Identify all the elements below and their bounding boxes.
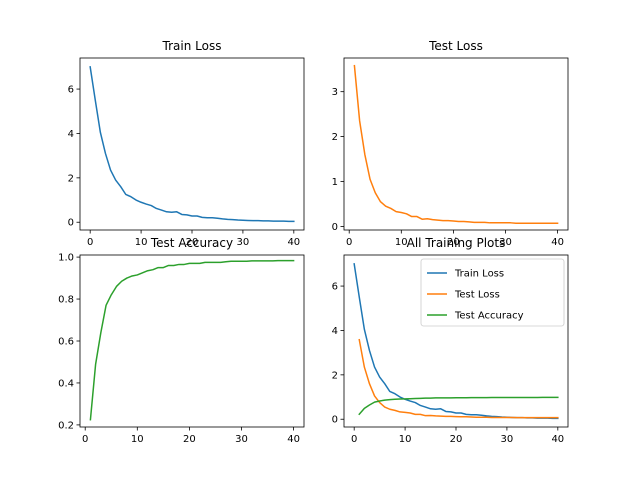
x-tick-label: 40 (551, 237, 564, 248)
y-tick-label: 2 (332, 370, 338, 381)
x-tick-label: 30 (235, 434, 248, 445)
subplot-2: 0 10 20 30 40 0.2 0.4 0.6 0.8 1.0 Test Accuracy (58, 236, 305, 445)
subplot-1: 0 10 20 30 40 0 1 2 3 Test Loss (332, 39, 569, 248)
y-tick-label: 3 (332, 87, 338, 98)
y-tick-label: 1.0 (58, 253, 74, 264)
series-line-test-accuracy (358, 396, 559, 416)
y-tick-label: 6 (332, 282, 338, 293)
subplot-0: 0 10 20 30 40 0 2 4 6 Train Loss (68, 39, 305, 248)
x-tick-label: 10 (135, 237, 148, 248)
y-tick-label: 0.8 (58, 295, 74, 306)
y-tick-label: 0.6 (58, 337, 74, 348)
series-line-test-loss (353, 64, 559, 225)
x-tick-label: 20 (450, 434, 463, 445)
x-tick-label: 10 (399, 434, 412, 445)
y-tick-label: 6 (68, 85, 74, 96)
subplot-title: Test Accuracy (150, 236, 233, 250)
y-tick-label: 0 (332, 415, 338, 426)
x-tick-label: 20 (183, 434, 196, 445)
subplot-title: Train Loss (162, 39, 222, 53)
series-line-test-loss (358, 338, 559, 419)
legend-box (420, 258, 565, 327)
x-tick-label: 20 (447, 237, 460, 248)
y-tick-label: 4 (68, 129, 74, 140)
x-tick-label: 30 (499, 237, 512, 248)
axes-frame (343, 57, 569, 231)
y-tick-label: 2 (68, 173, 74, 184)
x-tick-label: 0 (351, 434, 357, 445)
series-line-train-loss (89, 66, 295, 223)
x-tick-label: 0 (87, 237, 93, 248)
y-tick-label: 0 (68, 218, 74, 229)
y-tick-label: 0.2 (58, 420, 74, 431)
legend: Train Loss Test Loss Test Accuracy (420, 258, 565, 327)
x-tick-label: 10 (131, 434, 144, 445)
plot-area (344, 58, 568, 230)
x-tick-label: 30 (237, 237, 250, 248)
legend-label: Test Loss (454, 290, 500, 301)
x-tick-label: 30 (501, 434, 514, 445)
x-tick-label: 40 (287, 434, 300, 445)
y-tick-label: 0.4 (58, 378, 74, 389)
y-tick-label: 4 (332, 326, 338, 337)
series-line-test-accuracy (89, 259, 295, 421)
x-tick-label: 40 (551, 434, 564, 445)
x-tick-label: 0 (82, 434, 88, 445)
y-tick-label: 0 (332, 222, 338, 233)
y-tick-label: 2 (332, 132, 338, 143)
plot-area (80, 255, 304, 427)
x-tick-label: 20 (186, 237, 199, 248)
x-tick-label: 0 (346, 237, 352, 248)
plot-area (80, 58, 304, 230)
subplot-3: 0 10 20 30 40 0 2 4 6 All Training Plots Train Los… (332, 236, 569, 445)
x-tick-label: 10 (395, 237, 408, 248)
x-tick-label: 40 (287, 237, 300, 248)
legend-label: Train Loss (454, 269, 504, 280)
subplot-title: All Training Plots (407, 236, 506, 250)
legend-label: Test Accuracy (454, 311, 524, 322)
y-tick-label: 1 (332, 177, 338, 188)
subplot-title: Test Loss (428, 39, 483, 53)
